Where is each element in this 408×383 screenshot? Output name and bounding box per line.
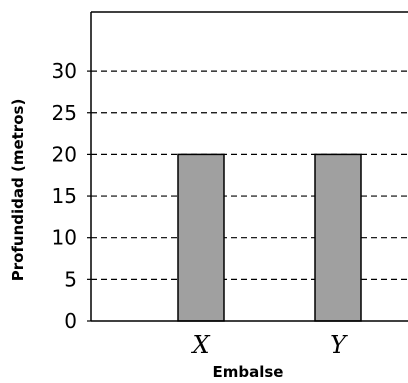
x-axis-title: Embalse: [213, 363, 284, 381]
y-tick-label: 15: [52, 184, 77, 208]
bar-x: [177, 153, 225, 322]
y-tick-label: 5: [64, 267, 77, 291]
bars: [177, 153, 362, 322]
y-tick-label: 0: [64, 309, 77, 333]
y-tick-label: 10: [52, 226, 77, 250]
bar-y: [314, 153, 362, 322]
x-tick-label-x: X: [190, 331, 210, 359]
y-tick-label: 25: [52, 101, 77, 125]
y-tick-labels: 0 5 10 15 20 25 30: [52, 59, 91, 333]
x-tick-label-y: Y: [330, 331, 348, 359]
y-axis-title: Profundidad (metros): [9, 99, 27, 282]
y-tick-label: 20: [52, 142, 77, 166]
y-tick-label: 30: [52, 59, 77, 83]
